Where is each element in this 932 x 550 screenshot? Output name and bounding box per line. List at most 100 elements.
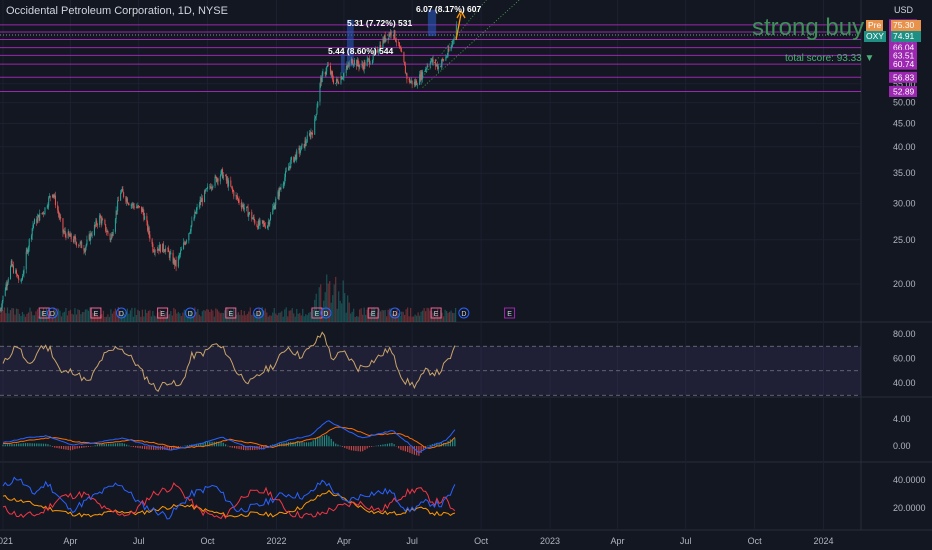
candle [403, 51, 405, 63]
candle-body [336, 79, 338, 81]
volume-bar [74, 308, 76, 322]
candle [443, 58, 445, 62]
macd-hist-bar [364, 446, 366, 450]
candle-body [216, 177, 218, 182]
volume-bar [255, 314, 257, 322]
volume-bar [20, 315, 22, 322]
candle-body [303, 143, 305, 148]
candle-body [126, 198, 128, 204]
candle-body [434, 59, 436, 66]
volume-bar [389, 308, 391, 322]
candle-body [294, 154, 296, 158]
volume-bar [11, 308, 13, 322]
volume-bar [341, 303, 343, 322]
candle-body [326, 65, 328, 67]
volume-bar [302, 308, 304, 322]
volume-bar [197, 309, 199, 322]
volume-bar [333, 284, 335, 322]
candle-body [252, 218, 254, 220]
volume-bar [168, 314, 170, 322]
candle-body [337, 80, 339, 84]
candle-body [173, 258, 175, 264]
candle-body [32, 224, 34, 229]
candle [222, 167, 224, 179]
price-tick-label-5: 45.00 [893, 118, 916, 128]
macd-hist-bar [337, 444, 339, 447]
volume-bar [174, 309, 176, 322]
volume-bar [36, 309, 39, 322]
candle [18, 275, 20, 284]
candle-body [164, 251, 166, 252]
macd-hist-bar [132, 446, 134, 448]
candle [232, 188, 234, 192]
volume-bar [384, 309, 386, 322]
macd-hist-bar [87, 446, 90, 447]
candle-body [392, 35, 394, 37]
volume-bar [377, 312, 379, 322]
candle-body [131, 204, 133, 206]
macd-hist-bar [260, 446, 263, 450]
candle [343, 72, 345, 82]
candle-body [379, 44, 381, 51]
candle [356, 59, 358, 70]
candle-body [33, 223, 35, 225]
candle [329, 62, 331, 76]
candle [132, 201, 134, 209]
macd-hist-bar [236, 446, 238, 449]
candle [53, 193, 55, 200]
macd-hist-bar [186, 445, 188, 447]
candle [43, 212, 45, 215]
macd-hist-bar [247, 446, 249, 451]
macd-hist-bar [94, 445, 96, 447]
candle [186, 239, 188, 244]
macd-hist-bar [63, 446, 65, 450]
macd-hist-bar [440, 443, 442, 447]
candle [248, 212, 250, 221]
volume-bar [422, 310, 424, 322]
candle-body [377, 51, 379, 53]
highlight-box-0 [340, 53, 345, 74]
macd-hist-bar [427, 445, 429, 447]
candle-body [217, 178, 219, 182]
candle-body [26, 249, 28, 252]
symbol-title[interactable]: Occidental Petroleum Corporation, 1D, NY… [6, 5, 228, 17]
earnings-marker-box [157, 307, 169, 319]
candle [425, 66, 427, 73]
candle-body [174, 258, 176, 265]
candle [374, 48, 376, 56]
candle [42, 212, 44, 215]
candle-body [267, 225, 269, 229]
candle-body [0, 309, 2, 311]
candle-body [199, 200, 201, 205]
volume-bar [254, 312, 256, 322]
macd-hist-bar [319, 436, 321, 447]
candle-body [395, 41, 397, 43]
candle [289, 166, 291, 171]
earnings-marker-box [311, 307, 323, 319]
candle-body [359, 65, 361, 68]
candle [212, 184, 214, 190]
candle-body [347, 65, 349, 67]
candle-body [308, 133, 310, 136]
candle [6, 280, 8, 291]
candle-body [429, 63, 431, 67]
candle [243, 203, 245, 213]
macd-hist-bar [222, 442, 224, 447]
volume-bar [332, 295, 334, 322]
candle [7, 277, 9, 285]
volume-bar [117, 307, 119, 322]
candle-body [212, 185, 214, 188]
volume-bar [42, 307, 45, 322]
candle-body [251, 212, 253, 220]
candle-body [385, 38, 387, 42]
candle [237, 193, 239, 201]
candle-body [58, 213, 60, 218]
candle [388, 32, 390, 41]
candle-body [358, 64, 360, 68]
volume-bar [102, 310, 105, 322]
candle [353, 57, 355, 67]
candle-body [432, 59, 434, 63]
candle-body [196, 206, 198, 211]
macd-hist-bar [454, 438, 456, 447]
